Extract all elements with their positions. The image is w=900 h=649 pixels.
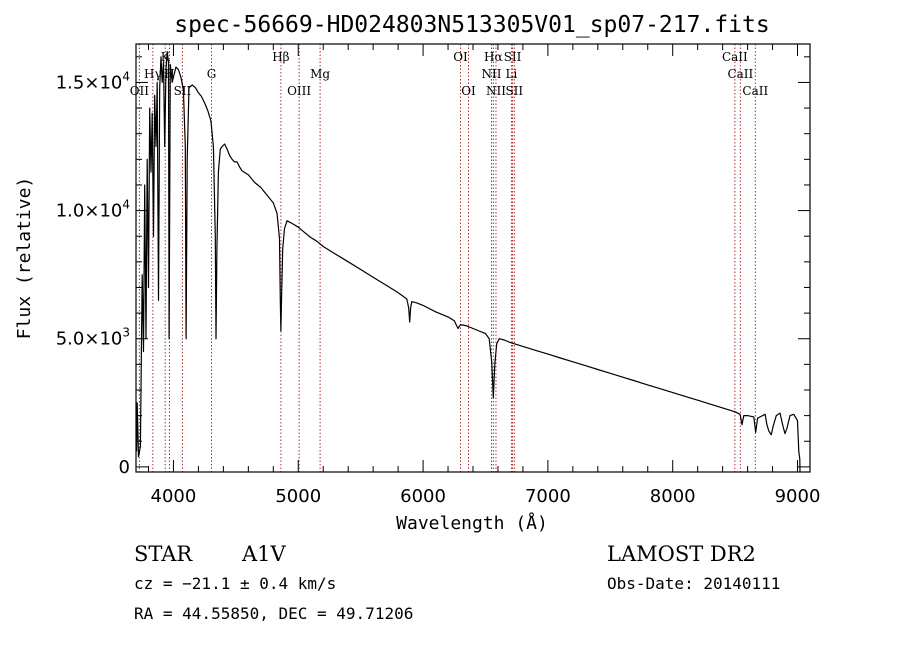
y-tick-exponent: 4: [122, 69, 130, 83]
line-label: K: [161, 50, 171, 64]
y-tick-exponent: 3: [122, 326, 130, 340]
line-label: SII: [504, 50, 522, 64]
line-label: Li: [506, 67, 518, 81]
x-tick-label: 6000: [400, 486, 446, 507]
y-axis-label: Flux (relative): [14, 177, 35, 340]
x-axis-ticks: 4000 5000 6000 7000 8000 9000: [147, 44, 821, 507]
line-label: Mg: [310, 67, 330, 81]
y-tick-exponent: 4: [122, 198, 130, 212]
x-tick-label: 4000: [151, 486, 197, 507]
x-axis-label: Wavelength (Å): [396, 512, 548, 534]
line-label: SII: [174, 84, 192, 98]
x-tick-label: 8000: [650, 486, 696, 507]
emission-line-labels: OIIHγKHSIIGHβOIIIMgOIOIHαNIINIISIILiSIIC…: [130, 50, 769, 98]
line-label: CaII: [727, 67, 753, 81]
y-tick-label: 0: [119, 457, 130, 478]
y-tick-label: 1.0×104: [56, 198, 130, 222]
object-class: STAR: [134, 542, 193, 566]
spectrum-info: STAR A1V cz = −21.1 ± 0.4 km/s RA = 44.5…: [134, 542, 780, 623]
line-label: NII: [481, 67, 501, 81]
line-label: G: [207, 67, 217, 81]
spectrum-line: [136, 51, 801, 473]
line-label: CaII: [722, 50, 748, 64]
object-subclass: A1V: [241, 542, 287, 566]
ra-dec-coordinates: RA = 44.55850, DEC = 49.71206: [134, 604, 413, 623]
line-label: SII: [505, 84, 523, 98]
plot-frame: [135, 43, 811, 473]
line-label: Hβ: [272, 50, 289, 64]
observation-date: Obs-Date: 20140111: [607, 574, 780, 593]
x-tick-label: 9000: [775, 486, 821, 507]
y-tick-mantissa: 0: [119, 457, 130, 478]
y-tick-mantissa: 5.0×10: [56, 329, 123, 350]
line-label: Hα: [484, 50, 503, 64]
line-label: Hγ: [144, 67, 162, 81]
line-label: OI: [461, 84, 476, 98]
line-label: OII: [130, 84, 150, 98]
emission-line-markers: [138, 44, 756, 472]
line-label: OIII: [287, 84, 311, 98]
y-tick-label: 5.0×103: [56, 326, 130, 350]
survey-name: LAMOST DR2: [607, 542, 756, 566]
y-tick-label: 1.5×104: [56, 69, 130, 93]
line-label: CaII: [742, 84, 768, 98]
y-tick-mantissa: 1.0×10: [56, 201, 123, 222]
y-tick-mantissa: 1.5×10: [56, 72, 123, 93]
line-label: OI: [453, 50, 468, 64]
line-label: NII: [486, 84, 506, 98]
redshift-velocity: cz = −21.1 ± 0.4 km/s: [134, 574, 336, 593]
x-tick-label: 5000: [275, 486, 321, 507]
line-label: H: [164, 67, 174, 81]
x-tick-label: 7000: [525, 486, 571, 507]
chart-title: spec-56669-HD024803N513305V01_sp07-217.f…: [174, 12, 769, 38]
